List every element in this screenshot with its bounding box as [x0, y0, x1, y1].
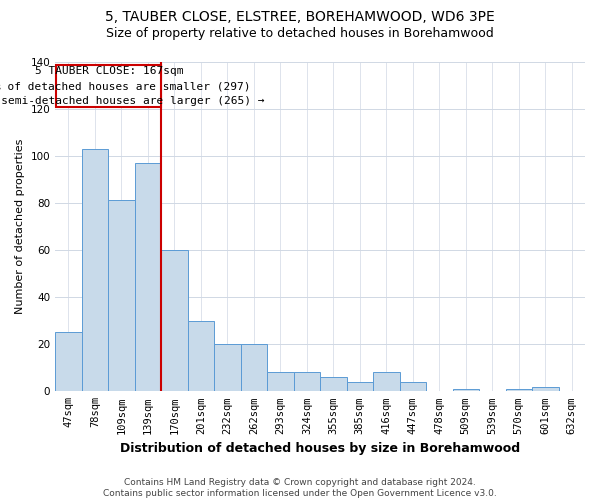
Bar [241, 344, 267, 392]
Bar [506, 389, 532, 392]
Bar [55, 332, 82, 392]
Y-axis label: Number of detached properties: Number of detached properties [15, 138, 25, 314]
X-axis label: Distribution of detached houses by size in Borehamwood: Distribution of detached houses by size … [120, 442, 520, 455]
Bar [452, 389, 479, 392]
Bar [532, 386, 559, 392]
Bar [347, 382, 373, 392]
Bar [320, 377, 347, 392]
Bar [373, 372, 400, 392]
Bar [161, 250, 188, 392]
Bar [134, 163, 161, 392]
Text: 5, TAUBER CLOSE, ELSTREE, BOREHAMWOOD, WD6 3PE: 5, TAUBER CLOSE, ELSTREE, BOREHAMWOOD, W… [105, 10, 495, 24]
Bar [400, 382, 426, 392]
Bar [214, 344, 241, 392]
Bar [108, 200, 134, 392]
Bar [188, 320, 214, 392]
Text: Contains HM Land Registry data © Crown copyright and database right 2024.
Contai: Contains HM Land Registry data © Crown c… [103, 478, 497, 498]
Text: Size of property relative to detached houses in Borehamwood: Size of property relative to detached ho… [106, 28, 494, 40]
Bar [82, 148, 108, 392]
Bar [293, 372, 320, 392]
FancyBboxPatch shape [56, 65, 161, 108]
Text: 5 TAUBER CLOSE: 167sqm
← 53% of detached houses are smaller (297)
47% of semi-de: 5 TAUBER CLOSE: 167sqm ← 53% of detached… [0, 66, 264, 106]
Bar [267, 372, 293, 392]
